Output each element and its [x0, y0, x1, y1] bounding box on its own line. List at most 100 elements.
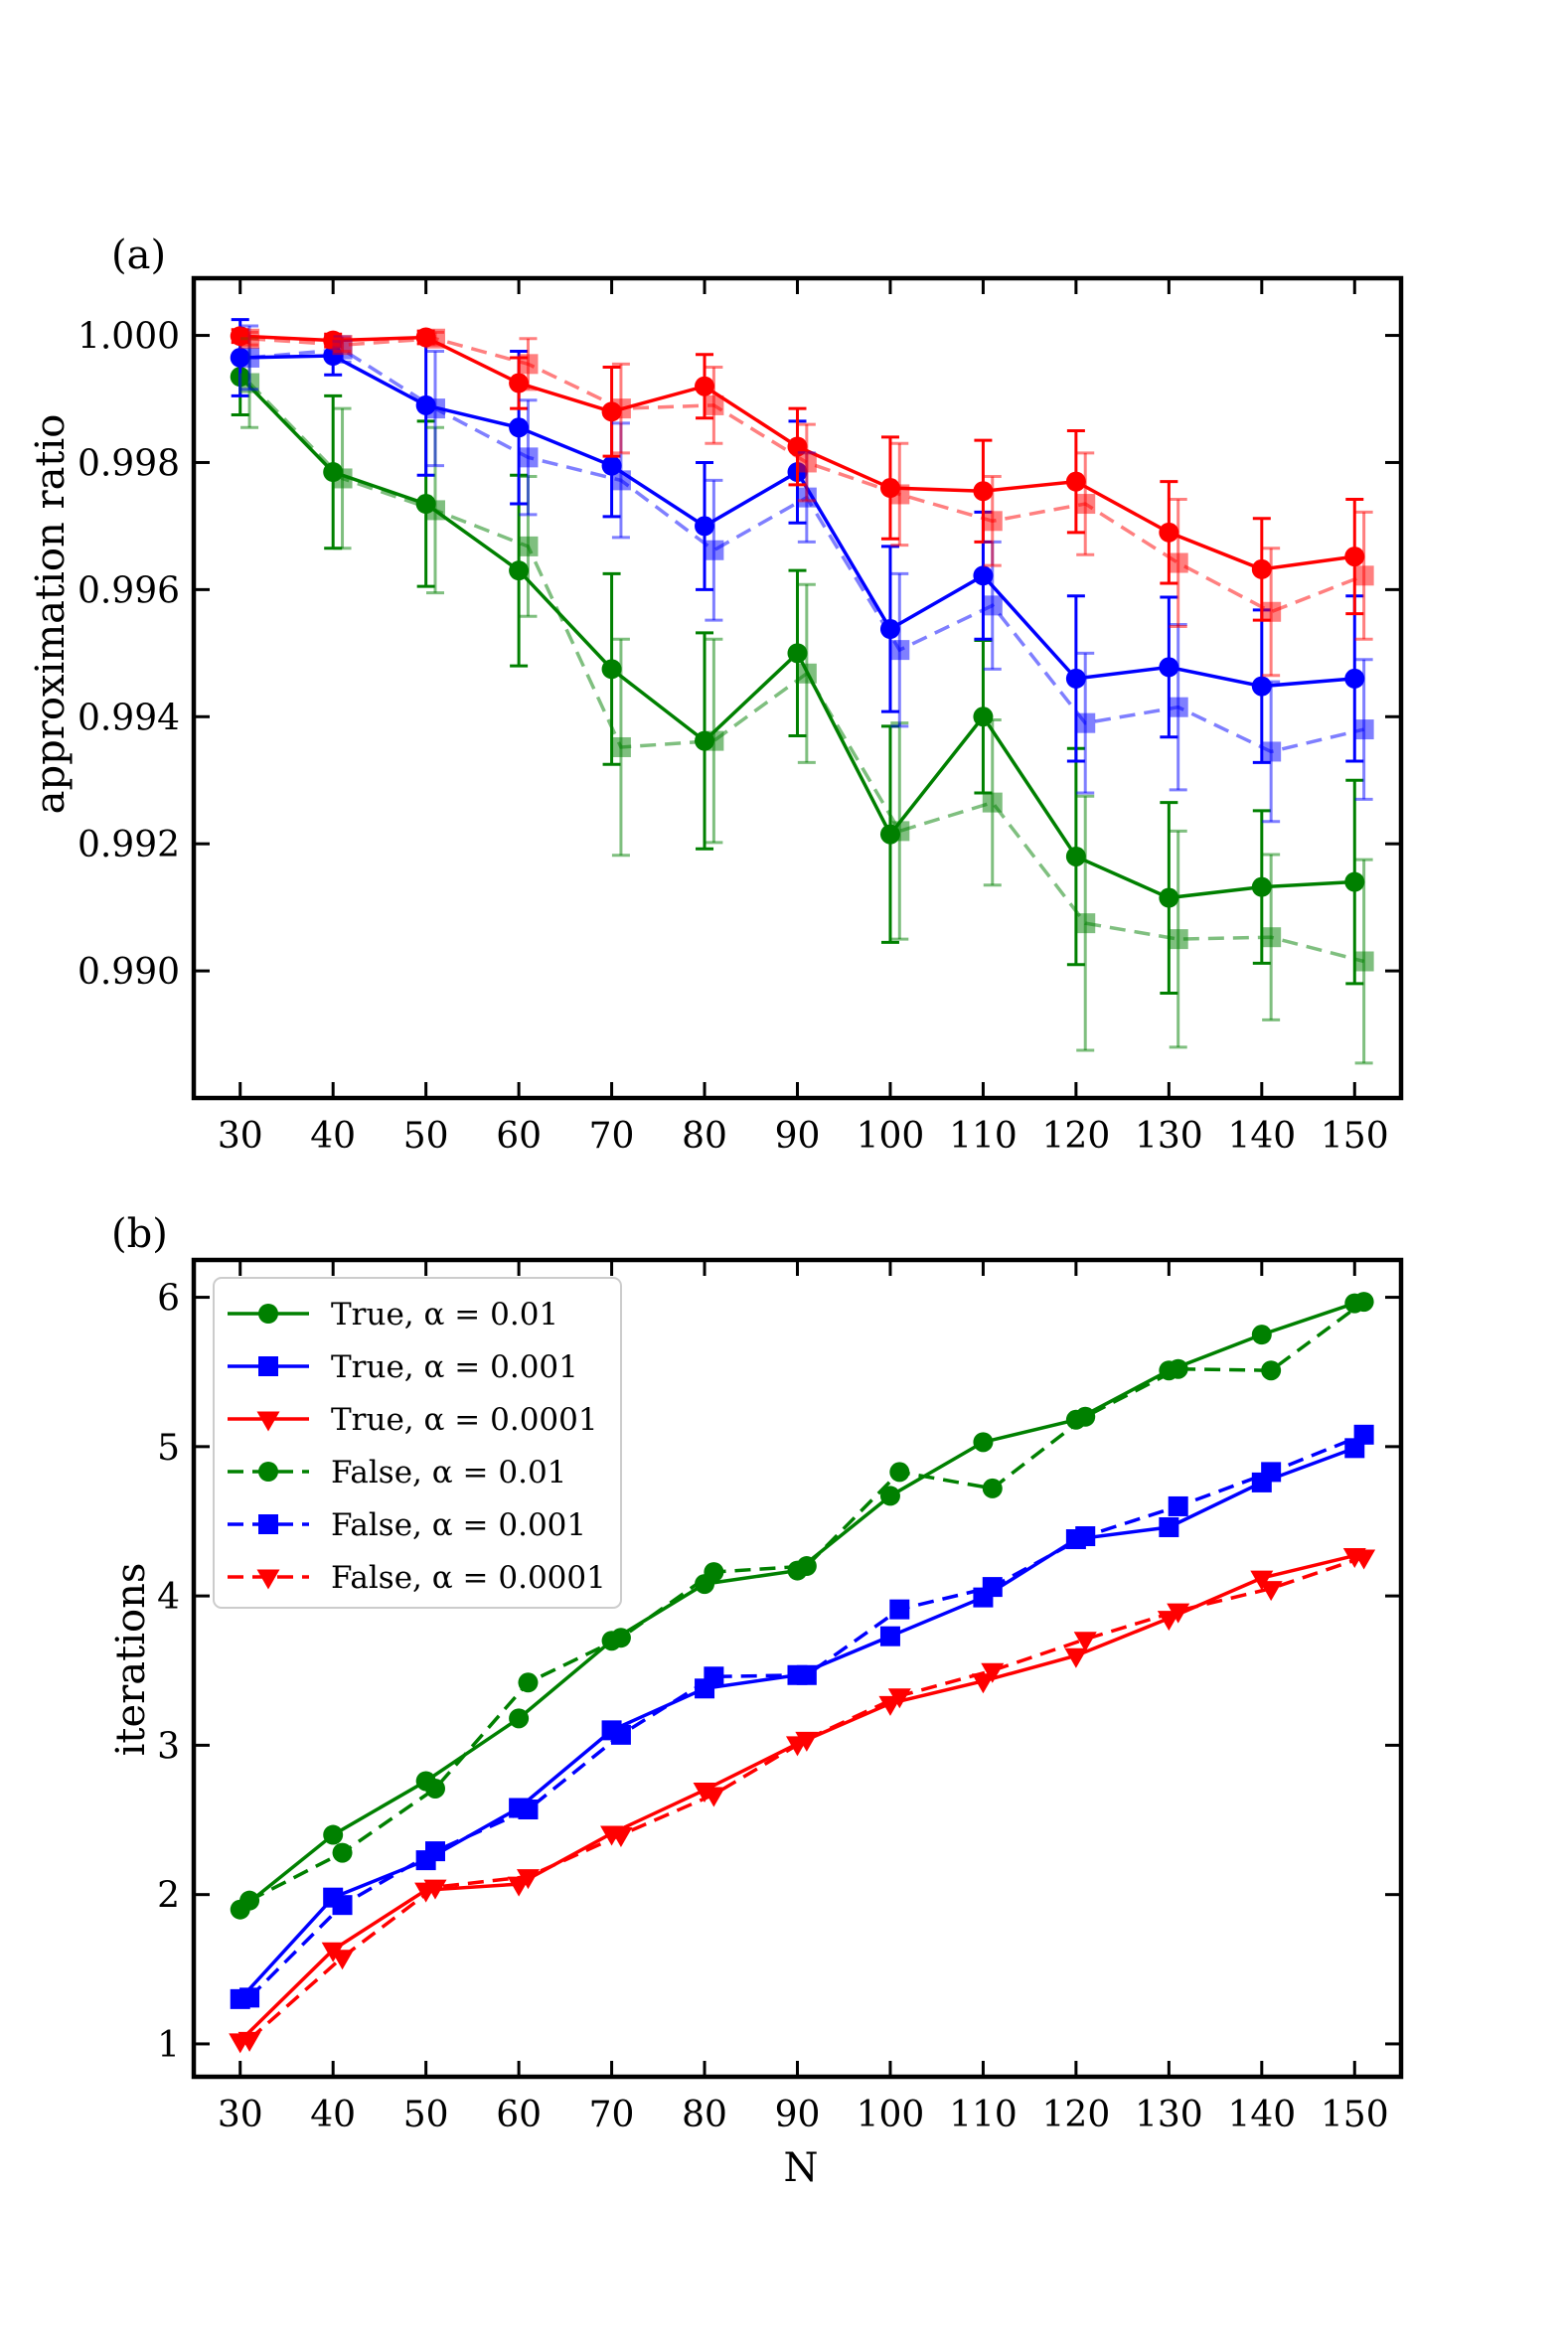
- data-point: [702, 1787, 725, 1807]
- data-point: [1075, 494, 1096, 515]
- data-point: [1065, 668, 1086, 689]
- legend: True, α = 0.01 True, α = 0.001 True, α = 0…: [213, 1277, 622, 1609]
- data-point: [1075, 712, 1096, 733]
- data-point: [1353, 1292, 1374, 1313]
- data-point: [509, 417, 530, 438]
- legend-label: False, α = 0.01: [331, 1455, 566, 1490]
- data-point: [796, 663, 817, 684]
- data-point: [518, 447, 539, 468]
- data-point: [518, 536, 539, 556]
- x-tick-label: 70: [589, 1116, 635, 1157]
- legend-marker: [256, 1411, 280, 1432]
- data-point: [1251, 876, 1272, 897]
- data-point: [332, 1895, 353, 1916]
- data-point: [704, 394, 724, 415]
- data-point: [610, 1724, 631, 1745]
- data-point: [237, 2031, 261, 2052]
- legend-marker: [258, 1356, 278, 1376]
- data-point: [1251, 1325, 1272, 1345]
- data-point: [973, 1432, 994, 1453]
- data-point: [982, 1478, 1003, 1498]
- x-tick-label: 70: [589, 2095, 635, 2135]
- data-point: [516, 1869, 540, 1890]
- data-point: [1261, 741, 1282, 762]
- data-point: [1159, 887, 1179, 908]
- data-point: [1168, 697, 1188, 717]
- data-point: [239, 1987, 260, 2008]
- legend-label: True, α = 0.0001: [331, 1402, 598, 1438]
- data-point: [1251, 676, 1272, 697]
- y-tick-label: 0.996: [78, 570, 180, 611]
- series-false-3: [239, 1292, 1374, 1911]
- legend-marker: [258, 1462, 278, 1482]
- data-point: [610, 736, 631, 757]
- data-point: [610, 1628, 631, 1648]
- data-point: [518, 1800, 539, 1820]
- x-tick-label: 50: [403, 2095, 449, 2135]
- series-false-4: [239, 1424, 1374, 2008]
- data-point: [239, 1890, 260, 1911]
- x-tick-label: 80: [682, 2095, 727, 2135]
- data-point: [887, 1688, 911, 1709]
- data-point: [889, 640, 910, 661]
- x-tick-label: 30: [218, 2095, 263, 2135]
- y-tick-label: 2: [157, 1876, 180, 1917]
- series-true-2: [229, 1548, 1366, 2054]
- y-tick-label: 0.990: [78, 952, 180, 993]
- y-tick-label: 3: [157, 1726, 180, 1767]
- data-point: [704, 730, 724, 751]
- data-point: [695, 376, 715, 396]
- data-point: [704, 540, 724, 560]
- data-point: [423, 1879, 447, 1900]
- y-tick-label: 5: [157, 1428, 180, 1469]
- data-point: [332, 468, 353, 489]
- x-tick-label: 110: [949, 2095, 1018, 2135]
- data-point: [1353, 951, 1374, 972]
- legend-box: [213, 1277, 622, 1609]
- legend-label: False, α = 0.0001: [331, 1560, 606, 1596]
- y-axis-label-b: iterations: [108, 1563, 154, 1757]
- x-tick-label: 90: [775, 1116, 821, 1157]
- data-point: [1353, 719, 1374, 740]
- data-point: [1168, 929, 1188, 950]
- data-point: [982, 1577, 1003, 1598]
- data-point: [1064, 1647, 1088, 1668]
- legend-label: False, α = 0.001: [331, 1507, 586, 1543]
- x-tick-label: 120: [1042, 2095, 1111, 2135]
- data-point: [704, 1666, 724, 1687]
- data-point: [889, 1599, 910, 1620]
- data-point: [796, 1556, 817, 1577]
- x-tick-label: 60: [496, 1116, 542, 1157]
- y-tick-label: 1: [157, 2025, 180, 2066]
- x-tick-label: 140: [1227, 2095, 1296, 2135]
- data-point: [425, 1841, 445, 1862]
- data-point: [973, 706, 994, 727]
- data-point: [425, 1778, 445, 1799]
- data-point: [1075, 1406, 1096, 1427]
- data-point: [332, 335, 353, 356]
- data-point: [981, 1662, 1005, 1683]
- data-point: [1261, 927, 1282, 948]
- data-point: [889, 821, 910, 842]
- data-point: [879, 1626, 900, 1646]
- x-tick-label: 100: [857, 2095, 925, 2135]
- panel-label-a: (a): [111, 233, 166, 278]
- data-point: [518, 354, 539, 375]
- legend-label: True, α = 0.01: [331, 1297, 558, 1332]
- data-point: [973, 565, 994, 586]
- series-false-5: [239, 328, 1374, 678]
- x-tick-label: 100: [857, 1116, 925, 1157]
- y-tick-label: 4: [157, 1577, 180, 1618]
- data-point: [518, 1672, 539, 1693]
- data-point: [889, 484, 910, 505]
- data-point: [1168, 1495, 1188, 1516]
- x-tick-label: 130: [1135, 1116, 1203, 1157]
- data-point: [889, 1462, 910, 1483]
- data-point: [787, 643, 808, 664]
- series-line: [238, 1553, 1355, 2043]
- data-point: [323, 1824, 344, 1845]
- x-tick-label: 150: [1321, 2095, 1389, 2135]
- data-point: [610, 398, 631, 419]
- x-tick-label: 30: [218, 1116, 263, 1157]
- data-point: [1065, 846, 1086, 866]
